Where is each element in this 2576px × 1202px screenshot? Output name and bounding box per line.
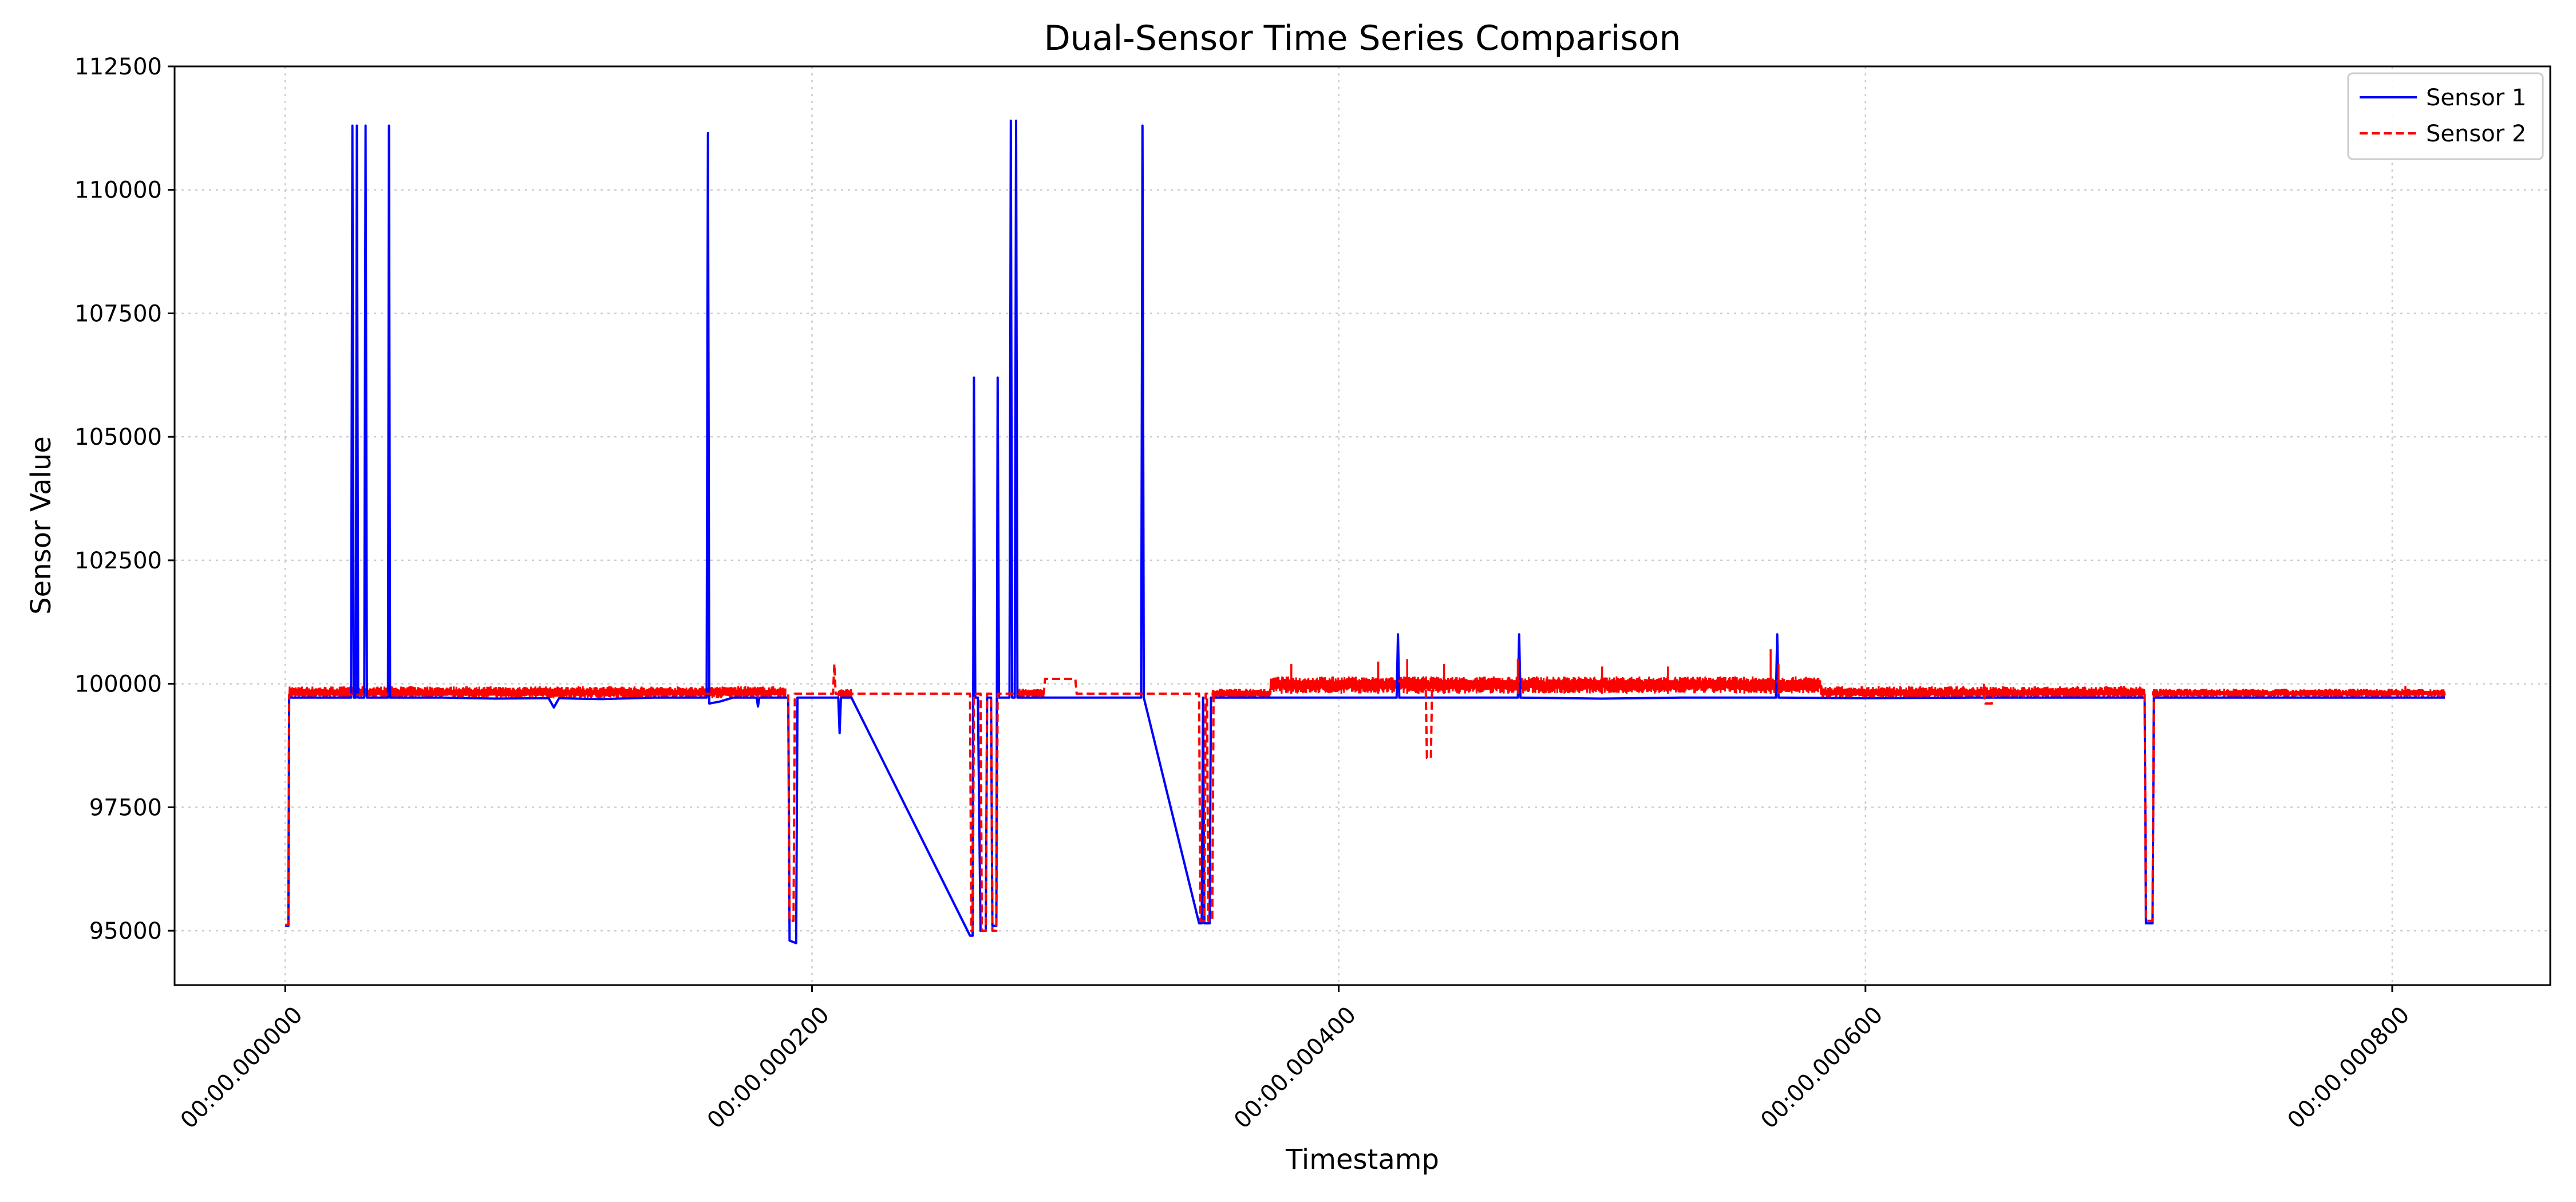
x-tick-label: 00:00.000600	[1756, 1002, 1888, 1134]
chart-title: Dual-Sensor Time Series Comparison	[1044, 18, 1681, 58]
x-axis-label: Timestamp	[1285, 1144, 1439, 1176]
x-tick-label: 00:00.000800	[2282, 1002, 2415, 1134]
sensor-2-spikes	[1290, 649, 2407, 694]
x-tick-label: 00:00.000000	[176, 1002, 308, 1134]
y-tick-label: 112500	[74, 54, 162, 80]
y-tick-label: 105000	[74, 424, 162, 450]
legend: Sensor 1 Sensor 2	[2347, 72, 2544, 160]
y-tick-label: 100000	[74, 671, 162, 698]
series-line-sensor-2	[285, 663, 2445, 932]
x-tick-label: 00:00.000400	[1229, 1002, 1361, 1134]
legend-label: Sensor 1	[2426, 85, 2526, 111]
sensor-2-noise-bands	[288, 676, 2446, 699]
y-tick-label: 102500	[74, 548, 162, 574]
axis-ticks: 95000 97500 100000 102500 105000 107500 110000…	[74, 54, 2415, 1134]
noise-band	[837, 689, 852, 698]
legend-items: Sensor 1 Sensor 2	[2360, 85, 2526, 147]
noise-band	[2151, 689, 2446, 698]
y-tick-label: 97500	[89, 794, 162, 821]
x-tick-label: 00:00.000200	[702, 1002, 835, 1134]
legend-box	[2347, 72, 2544, 160]
y-tick-label: 110000	[74, 177, 162, 204]
noise-band	[1269, 676, 1822, 694]
legend-label: Sensor 2	[2426, 121, 2526, 147]
series-line-sensor-1	[285, 119, 2445, 944]
y-axis-label: Sensor Value	[25, 436, 57, 615]
plot-frame	[173, 65, 2551, 986]
noise-band	[1820, 686, 2146, 699]
y-tick-label: 95000	[89, 918, 162, 944]
series-lines	[285, 119, 2445, 944]
y-tick-label: 107500	[74, 300, 162, 327]
noise-band	[288, 686, 787, 699]
grid	[175, 65, 2550, 985]
